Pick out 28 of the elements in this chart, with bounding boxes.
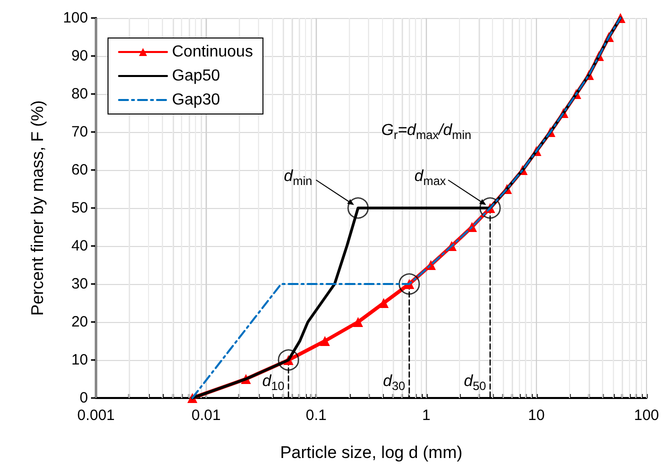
y-tick-label: 40 [71, 238, 88, 254]
annotation: d$_{10}$ [262, 372, 284, 393]
x-tick-label: 0.001 [77, 407, 115, 424]
y-tick-label: 60 [71, 162, 88, 178]
y-axis-title: Percent finer by mass, F (%) [28, 100, 47, 316]
y-tick-label: 70 [71, 124, 88, 140]
x-tick-label: 10 [528, 407, 545, 424]
x-tick-label: 100 [634, 407, 659, 424]
legend-label: Continuous [172, 44, 253, 60]
y-tick-label: 0 [80, 390, 88, 406]
y-tick-label: 20 [71, 314, 88, 330]
annotation: d$_{50}$ [464, 372, 486, 393]
y-tick-label: 50 [71, 200, 88, 216]
annotation: d$_{max}$ [414, 168, 446, 188]
x-tick-label: 0.01 [191, 407, 221, 424]
y-tick-label: 100 [62, 10, 88, 26]
y-tick-label: 30 [71, 276, 88, 292]
x-tick-label: 1 [422, 407, 430, 424]
legend-label: Gap50 [172, 68, 220, 84]
annotation: d$_{30}$ [382, 372, 406, 393]
y-tick-label: 80 [71, 86, 88, 102]
x-tick-label: 0.1 [306, 407, 327, 424]
y-tick-label: 10 [71, 352, 88, 368]
annotation: d$_{min}$ [284, 168, 312, 188]
legend-label: Gap30 [172, 92, 220, 108]
x-axis-title: Particle size, log d (mm) [280, 443, 462, 462]
annotation: G$_{r}$=d$_{max}$/d$_{min}$ [381, 122, 472, 142]
y-tick-label: 90 [71, 48, 88, 64]
